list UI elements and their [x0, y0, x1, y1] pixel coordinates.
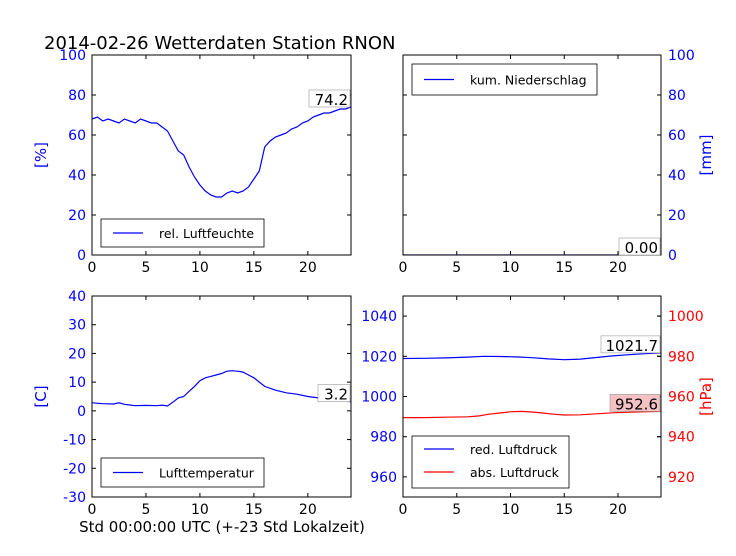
x-tick-label-temperature-10: 10 [191, 502, 209, 518]
current-value-precipitation: 0.00 [625, 239, 658, 257]
y-tick-label-precipitation-100: 100 [668, 48, 695, 64]
y-axis-label-pressure: [hPa] [697, 377, 715, 416]
y-tick-label-precipitation-80: 80 [668, 88, 686, 104]
y-tick-label-pressure-1040: 1040 [361, 309, 397, 325]
panel-temperature: 0 5 10 15 20 -30 -20 -10 0 10 20 30 40 [C] 3.2 Lufttemp… [32, 289, 352, 518]
y-tick-label-temperature-20: 20 [68, 346, 86, 362]
y-tick-label-pressure-960: 960 [370, 470, 397, 486]
series-line-pressure-1 [403, 410, 661, 419]
x-tick-label-humidity-15: 15 [245, 260, 263, 276]
y-tick-label-humidity-80: 80 [68, 88, 86, 104]
y2-tick-label-pressure-1000: 1000 [668, 309, 704, 325]
x-tick-label-temperature-0: 0 [88, 502, 97, 518]
y-tick-label-temperature-40: 40 [68, 289, 86, 305]
series-group-temperature [92, 370, 351, 407]
x-tick-label-pressure-0: 0 [399, 502, 408, 518]
current-value-humidity-box [308, 89, 351, 108]
x-tick-label-temperature-20: 20 [299, 502, 317, 518]
x-tick-label-precipitation-5: 5 [452, 260, 461, 276]
x-tick-label-humidity-10: 10 [191, 260, 209, 276]
series-line-pressure-0 [403, 352, 661, 361]
y2-tick-label-pressure-920: 920 [668, 470, 695, 486]
panel-pressure: 0 5 10 15 20 960 980 1000 1020 1040 920 940 960 980 10… [361, 295, 715, 518]
y2-tick-label-pressure-960: 960 [668, 390, 695, 406]
y-tick-label-precipitation-40: 40 [668, 168, 686, 184]
x-tick-label-pressure-20: 20 [609, 502, 627, 518]
y-tick-label-precipitation-60: 60 [668, 128, 686, 144]
y-tick-label-humidity-60: 60 [68, 128, 86, 144]
series-line-temperature-0 [92, 370, 351, 407]
legend-label-temperature-0: Lufttemperatur [159, 466, 255, 481]
chart-title: 2014-02-26 Wetterdaten Station RNON [44, 33, 395, 54]
y-axis-label-humidity: [%] [32, 142, 50, 168]
x-tick-label-pressure-15: 15 [555, 502, 573, 518]
y-tick-label-temperature-10: 10 [68, 375, 86, 391]
series-group-humidity [92, 106, 351, 198]
y-tick-label-temperature-0: 0 [77, 404, 86, 420]
y-tick-label-precipitation-20: 20 [668, 208, 686, 224]
x-tick-label-humidity-20: 20 [299, 260, 317, 276]
x-tick-label-pressure-5: 5 [452, 502, 461, 518]
x-tick-label-precipitation-20: 20 [609, 260, 627, 276]
y-tick-label-humidity-0: 0 [77, 248, 86, 264]
x-tick-label-precipitation-0: 0 [399, 260, 408, 276]
axes-frame-humidity [91, 54, 352, 256]
series-line-humidity-0 [92, 106, 351, 198]
current-value-precipitation-box [618, 237, 661, 256]
current-value-temperature: 3.2 [324, 386, 348, 404]
panel-humidity: 0 5 10 15 20 0 20 40 60 80 100 [%] 74.2 rel. Luftfeuc… [32, 48, 352, 276]
y-tick-label-humidity-40: 40 [68, 168, 86, 184]
panel-precipitation: 0 5 10 15 20 0 20 40 60 80 100 [mm] 0.00 kum. Nieders… [399, 48, 715, 276]
y-axis-label-precipitation: [mm] [697, 135, 715, 176]
legend-box-pressure [411, 435, 570, 489]
y-tick-label-humidity-20: 20 [68, 208, 86, 224]
y-tick-label-precipitation-0: 0 [668, 248, 677, 264]
y-tick-label-pressure-980: 980 [370, 430, 397, 446]
y2-tick-label-pressure-940: 940 [668, 430, 695, 446]
current-value-right-pressure: 952.6 [615, 395, 658, 413]
y-tick-label-temperature-30: 30 [68, 318, 86, 334]
y-tick-label-pressure-1000: 1000 [361, 390, 397, 406]
current-value-pressure-box [600, 335, 661, 354]
legend-label-precipitation-0: kum. Niederschlag [470, 73, 587, 88]
current-value-temperature-box [317, 384, 351, 402]
current-value-humidity: 74.2 [315, 91, 348, 109]
x-tick-label-humidity-0: 0 [88, 260, 97, 276]
y-axis-label-temperature: [C] [32, 385, 50, 407]
current-value-right-pressure-box [609, 394, 661, 412]
legend-label-pressure-0: red. Luftdruck [470, 442, 558, 457]
x-tick-label-precipitation-10: 10 [502, 260, 520, 276]
y-tick-label-pressure-1020: 1020 [361, 349, 397, 365]
y-tick-label-temperature--20: -20 [63, 461, 86, 477]
series-group-pressure [403, 352, 661, 419]
x-tick-label-humidity-5: 5 [141, 260, 150, 276]
axes-frame-precipitation [402, 54, 662, 256]
x-axis-label: Std 00:00:00 UTC (+-23 Std Lokalzeit) [79, 518, 365, 536]
legend-label-pressure-1: abs. Luftdruck [470, 465, 560, 480]
y2-tick-label-pressure-980: 980 [668, 349, 695, 365]
current-value-pressure: 1021.7 [606, 337, 659, 355]
y-tick-label-temperature--10: -10 [63, 433, 86, 449]
axes-frame-temperature [91, 295, 352, 498]
y-tick-label-humidity-100: 100 [59, 48, 86, 64]
x-tick-label-pressure-10: 10 [502, 502, 520, 518]
x-tick-label-temperature-15: 15 [245, 502, 263, 518]
x-tick-label-precipitation-15: 15 [555, 260, 573, 276]
y-tick-label-temperature--30: -30 [63, 490, 86, 506]
x-tick-label-temperature-5: 5 [141, 502, 150, 518]
legend-label-humidity-0: rel. Luftfeuchte [159, 226, 254, 241]
